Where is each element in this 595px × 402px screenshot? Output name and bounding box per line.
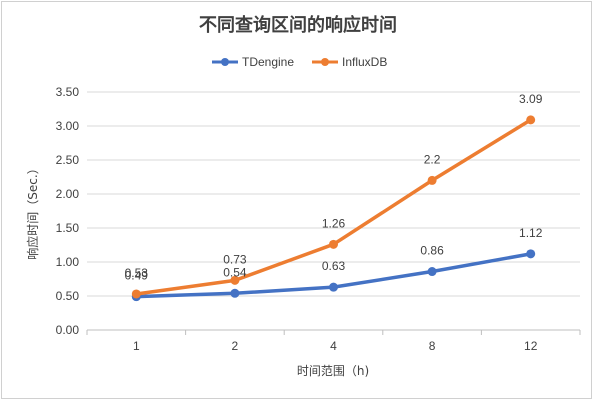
y-tick-label: 2.00 (56, 187, 80, 201)
legend-marker-tdengine (221, 58, 229, 66)
y-tick-label: 1.50 (56, 221, 80, 235)
y-tick-label: 3.50 (56, 85, 80, 99)
legend-label-influxdb: InfluxDB (342, 55, 387, 69)
data-label: 2.2 (424, 152, 441, 166)
y-tick-label: 0.00 (56, 323, 80, 337)
chart-title: 不同查询区间的响应时间 (199, 14, 397, 36)
y-axis-ticks: 0.00 0.50 1.00 1.50 2.00 2.50 3.00 3.50 (56, 85, 80, 337)
x-tick-label: 8 (429, 339, 436, 353)
data-label: 3.09 (519, 92, 543, 106)
data-label: 1.12 (519, 226, 543, 240)
x-axis-title: 时间范围（h) (297, 364, 369, 378)
data-point (230, 288, 240, 298)
data-label: 0.86 (420, 244, 444, 258)
legend-label-tdengine: TDengine (242, 55, 294, 69)
data-point (427, 175, 437, 185)
data-point (427, 267, 437, 277)
data-point (526, 249, 536, 259)
x-tick-label: 2 (232, 339, 239, 353)
y-axis-title: 响应时间（Sec.） (25, 162, 40, 259)
data-point (526, 115, 536, 125)
y-tick-label: 1.00 (56, 255, 80, 269)
y-tick-label: 0.50 (56, 289, 80, 303)
x-axis-ticks: 1 2 4 8 12 (86, 330, 581, 353)
data-label: 0.63 (322, 259, 346, 273)
data-labels: 0.49 0.54 0.63 0.86 1.12 0.53 0.73 1.26 2.2 3.09 (125, 92, 543, 283)
x-tick-label: 4 (330, 339, 337, 353)
legend-marker-influxdb (321, 58, 329, 66)
y-tick-label: 3.00 (56, 119, 80, 133)
y-tick-label: 2.50 (56, 153, 80, 167)
data-label: 0.73 (223, 252, 247, 266)
data-label: 1.26 (322, 216, 346, 230)
data-label: 0.53 (125, 266, 149, 280)
data-label: 0.49 (125, 269, 149, 283)
data-point (329, 282, 338, 292)
series-lines (131, 115, 536, 302)
data-point (230, 275, 240, 285)
data-point (131, 289, 141, 299)
data-label: 0.54 (223, 265, 247, 279)
data-point (329, 239, 338, 249)
x-tick-label: 1 (133, 339, 140, 353)
x-tick-label: 12 (524, 339, 538, 353)
legend: TDengine InfluxDB (212, 55, 387, 69)
